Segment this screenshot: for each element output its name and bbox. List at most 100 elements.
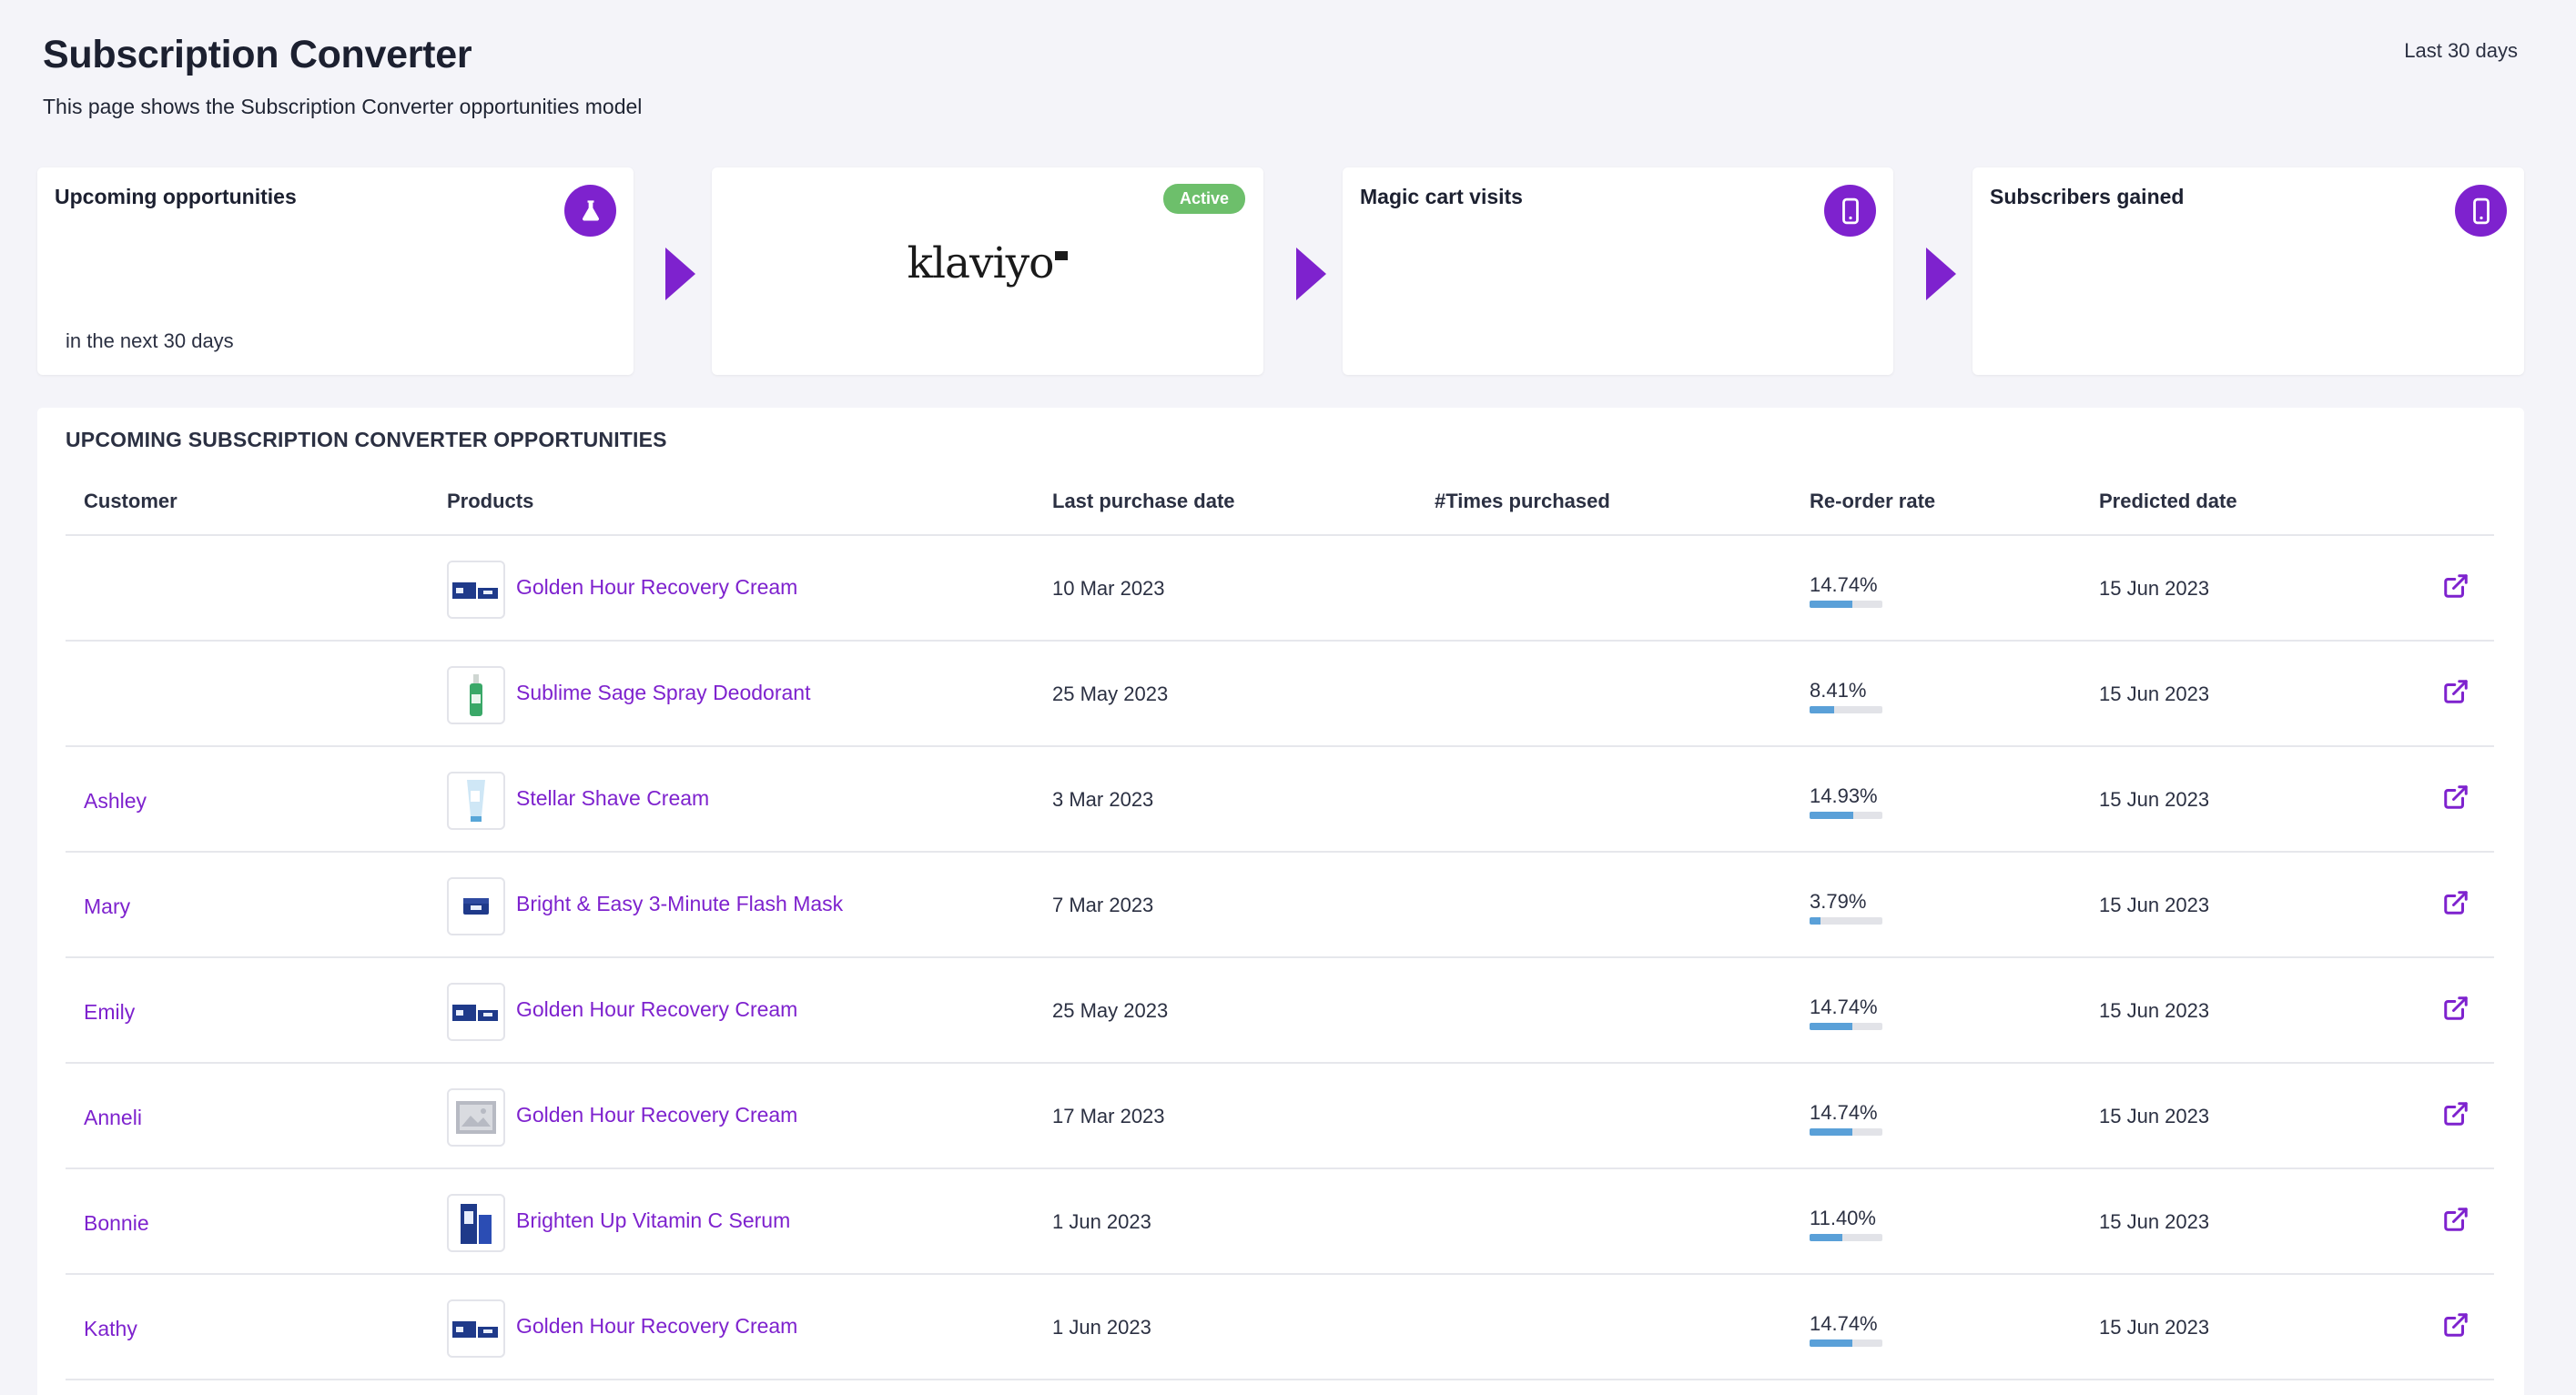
predicted-date: 15 Jun 2023 <box>2099 577 2210 600</box>
page-title: Subscription Converter <box>43 33 472 76</box>
external-link-icon[interactable] <box>2442 678 2470 705</box>
predicted-date: 15 Jun 2023 <box>2099 1105 2210 1127</box>
magic-cart-visits-card: Magic cart visits <box>1343 167 1893 375</box>
flow-arrow-icon <box>665 248 695 300</box>
reorder-rate-bar-fill <box>1810 601 1853 608</box>
page-subtitle: This page shows the Subscription Convert… <box>43 95 643 118</box>
external-link-icon[interactable] <box>2442 783 2470 811</box>
table-row[interactable]: Bonnie Brighten Up Vitamin C Serum 1 Jun 2… <box>66 1169 2494 1275</box>
reorder-rate-value: 14.74% <box>1810 1312 1878 1335</box>
column-header-predicted-date[interactable]: Predicted date <box>2099 490 2237 512</box>
external-link-icon[interactable] <box>2442 1100 2470 1127</box>
reorder-rate-bar <box>1810 812 1882 819</box>
column-header-products[interactable]: Products <box>447 490 534 512</box>
reorder-rate-bar <box>1810 1339 1882 1347</box>
product-link[interactable]: Sublime Sage Spray Deodorant <box>516 681 811 704</box>
predicted-date: 15 Jun 2023 <box>2099 999 2210 1022</box>
customer-link[interactable]: Kathy <box>84 1317 137 1340</box>
external-link-icon[interactable] <box>2442 572 2470 600</box>
reorder-rate-bar <box>1810 601 1882 608</box>
table-row[interactable]: Emily Golden Hour Recovery Cream 25 May 20… <box>66 958 2494 1064</box>
reorder-rate-bar-fill <box>1810 1339 1853 1347</box>
header-divider <box>66 534 2494 536</box>
reorder-rate-value: 14.74% <box>1810 1101 1878 1124</box>
reorder-rate-bar <box>1810 1234 1882 1241</box>
table-row[interactable]: Kathy Golden Hour Recovery Cream 1 Jun 202… <box>66 1275 2494 1380</box>
card-title: Magic cart visits <box>1360 185 1523 208</box>
reorder-rate-bar <box>1810 1023 1882 1030</box>
customer-link[interactable]: Emily <box>84 1000 136 1024</box>
reorder-rate-value: 3.79% <box>1810 890 1867 913</box>
external-link-icon[interactable] <box>2442 889 2470 916</box>
product-link[interactable]: Golden Hour Recovery Cream <box>516 1314 798 1338</box>
date-range-selector[interactable]: Last 30 days <box>2404 39 2518 62</box>
table-heading: UPCOMING SUBSCRIPTION CONVERTER OPPORTUN… <box>66 428 667 451</box>
customer-link[interactable]: Mary <box>84 895 131 918</box>
last-purchase-date: 17 Mar 2023 <box>1052 1105 1165 1127</box>
opportunities-table-panel: UPCOMING SUBSCRIPTION CONVERTER OPPORTUN… <box>37 408 2524 1395</box>
reorder-rate-bar-fill <box>1810 706 1834 713</box>
reorder-rate-bar-fill <box>1810 812 1853 819</box>
customer-link[interactable]: Ashley <box>84 789 147 813</box>
external-link-icon[interactable] <box>2442 995 2470 1022</box>
predicted-date: 15 Jun 2023 <box>2099 788 2210 811</box>
reorder-rate-bar-fill <box>1810 1128 1853 1136</box>
mobile-phone-icon <box>2455 185 2507 237</box>
column-header-times-purchased[interactable]: #Times purchased <box>1435 490 1610 512</box>
last-purchase-date: 25 May 2023 <box>1052 999 1169 1022</box>
klaviyo-integration-card[interactable]: Active klaviyo <box>712 167 1263 375</box>
klaviyo-logo: klaviyo <box>712 238 1263 288</box>
predicted-date: 15 Jun 2023 <box>2099 682 2210 705</box>
predicted-date: 15 Jun 2023 <box>2099 894 2210 916</box>
subscribers-gained-card: Subscribers gained <box>1973 167 2524 375</box>
card-title: Subscribers gained <box>1990 185 2185 208</box>
product-link[interactable]: Bright & Easy 3-Minute Flash Mask <box>516 892 844 915</box>
external-link-icon[interactable] <box>2442 1206 2470 1233</box>
product-link[interactable]: Brighten Up Vitamin C Serum <box>516 1208 791 1232</box>
table-row[interactable]: Golden Hour Recovery Cream 10 Mar 2023 14.… <box>66 536 2494 642</box>
column-header-customer[interactable]: Customer <box>84 490 177 512</box>
last-purchase-date: 1 Jun 2023 <box>1052 1210 1151 1233</box>
mobile-phone-icon <box>1824 185 1876 237</box>
product-thumbnail <box>447 1299 505 1358</box>
last-purchase-date: 1 Jun 2023 <box>1052 1316 1151 1339</box>
product-thumbnail <box>447 877 505 935</box>
flow-arrow-icon <box>1296 248 1326 300</box>
upcoming-opportunities-card: Upcoming opportunities in the next 30 da… <box>37 167 634 375</box>
product-link[interactable]: Stellar Shave Cream <box>516 786 710 810</box>
product-thumbnail <box>447 1194 505 1252</box>
reorder-rate-bar <box>1810 917 1882 925</box>
reorder-rate-value: 14.93% <box>1810 784 1878 807</box>
product-thumbnail <box>447 666 505 724</box>
reorder-rate-value: 11.40% <box>1810 1207 1876 1229</box>
card-title: Upcoming opportunities <box>55 185 297 208</box>
column-header-reorder-rate[interactable]: Re-order rate <box>1810 490 1936 512</box>
table-row[interactable]: Ashley Stellar Shave Cream 3 Mar 2023 14.93… <box>66 747 2494 853</box>
product-link[interactable]: Golden Hour Recovery Cream <box>516 1103 798 1127</box>
last-purchase-date: 25 May 2023 <box>1052 682 1169 705</box>
product-link[interactable]: Golden Hour Recovery Cream <box>516 997 798 1021</box>
reorder-rate-value: 14.74% <box>1810 573 1878 596</box>
table-row[interactable]: Anneli Golden Hour Recovery Cream 17 Mar 2… <box>66 1064 2494 1169</box>
table-row[interactable]: Sublime Sage Spray Deodorant 25 May 2023 8… <box>66 642 2494 747</box>
status-badge: Active <box>1162 184 1245 214</box>
customer-link[interactable]: Anneli <box>84 1106 142 1129</box>
product-thumbnail <box>447 983 505 1041</box>
reorder-rate-bar <box>1810 706 1882 713</box>
predicted-date: 15 Jun 2023 <box>2099 1210 2210 1233</box>
customer-link[interactable]: Bonnie <box>84 1211 149 1235</box>
reorder-rate-bar <box>1810 1128 1882 1136</box>
reorder-rate-value: 14.74% <box>1810 996 1878 1018</box>
predicted-date: 15 Jun 2023 <box>2099 1316 2210 1339</box>
card-note: in the next 30 days <box>66 329 234 352</box>
reorder-rate-bar-fill <box>1810 1234 1843 1241</box>
product-link[interactable]: Golden Hour Recovery Cream <box>516 575 798 599</box>
column-header-last-purchase[interactable]: Last purchase date <box>1052 490 1235 512</box>
last-purchase-date: 7 Mar 2023 <box>1052 894 1154 916</box>
external-link-icon[interactable] <box>2442 1311 2470 1339</box>
reorder-rate-value: 8.41% <box>1810 679 1867 702</box>
last-purchase-date: 10 Mar 2023 <box>1052 577 1165 600</box>
product-thumbnail <box>447 561 505 619</box>
last-purchase-date: 3 Mar 2023 <box>1052 788 1154 811</box>
table-row[interactable]: Mary Bright & Easy 3-Minute Flash Mask 7 M… <box>66 853 2494 958</box>
